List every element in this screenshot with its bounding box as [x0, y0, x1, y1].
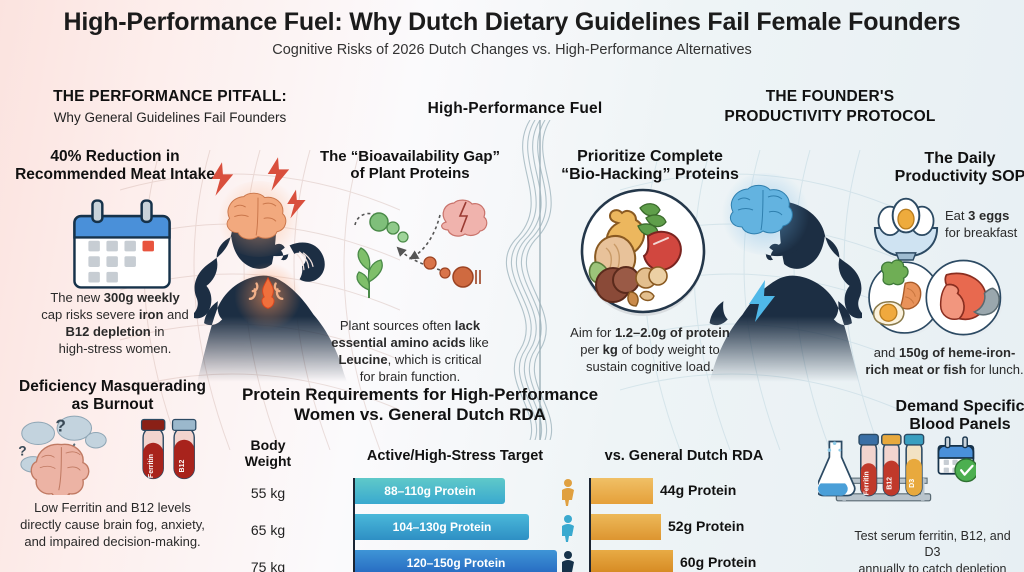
- svg-text:?: ?: [18, 444, 26, 459]
- svg-text:B12: B12: [179, 460, 186, 473]
- svg-text:B12: B12: [886, 477, 893, 490]
- svg-text:Ferritin: Ferritin: [864, 471, 871, 495]
- svg-text:D3: D3: [909, 479, 916, 488]
- svg-text:?: ?: [55, 416, 66, 436]
- svg-text:Ferritin: Ferritin: [148, 454, 155, 478]
